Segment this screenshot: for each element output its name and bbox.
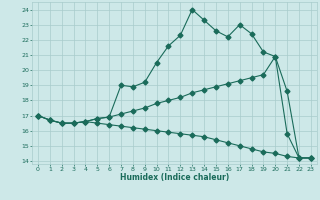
X-axis label: Humidex (Indice chaleur): Humidex (Indice chaleur) — [120, 173, 229, 182]
